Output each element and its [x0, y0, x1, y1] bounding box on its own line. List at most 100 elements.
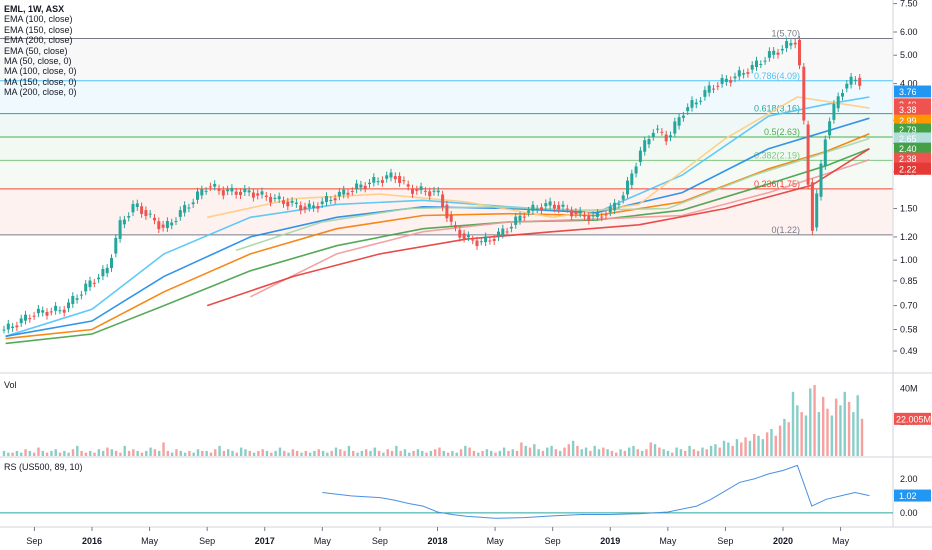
volume-bar[interactable]: [623, 450, 627, 456]
candle-body[interactable]: [759, 64, 763, 66]
candle-body[interactable]: [746, 72, 750, 74]
volume-bar[interactable]: [364, 449, 368, 456]
candle-body[interactable]: [286, 201, 290, 207]
legend-item-ma150[interactable]: MA (150, close, 0): [4, 76, 77, 87]
volume-bar[interactable]: [274, 450, 277, 456]
volume-bar[interactable]: [270, 452, 273, 456]
volume-bar[interactable]: [45, 452, 49, 456]
candle-body[interactable]: [157, 221, 161, 230]
volume-bar[interactable]: [201, 450, 204, 456]
candle-body[interactable]: [600, 216, 604, 218]
candle-body[interactable]: [716, 85, 720, 87]
volume-bar[interactable]: [412, 450, 415, 456]
volume-bar[interactable]: [54, 449, 57, 456]
candle-body[interactable]: [213, 183, 217, 187]
candle-body[interactable]: [282, 200, 285, 204]
candle-body[interactable]: [312, 205, 316, 208]
candle-body[interactable]: [750, 64, 754, 70]
candle-body[interactable]: [651, 132, 655, 137]
candle-body[interactable]: [428, 191, 432, 197]
volume-bar[interactable]: [541, 450, 545, 456]
volume-bar[interactable]: [244, 449, 247, 456]
candle-body[interactable]: [196, 191, 199, 200]
candle-body[interactable]: [19, 318, 23, 324]
volume-bar[interactable]: [162, 442, 165, 456]
volume-bar[interactable]: [308, 452, 312, 456]
candle-body[interactable]: [798, 39, 801, 66]
candle-body[interactable]: [92, 282, 96, 284]
candle-body[interactable]: [161, 224, 165, 228]
candle-body[interactable]: [200, 189, 204, 196]
candle-body[interactable]: [767, 51, 771, 58]
volume-bar[interactable]: [567, 444, 571, 456]
candle-body[interactable]: [204, 190, 208, 192]
candle-body[interactable]: [355, 183, 359, 190]
candle-body[interactable]: [630, 173, 634, 185]
volume-bar[interactable]: [498, 450, 502, 456]
candle-body[interactable]: [131, 204, 135, 213]
candle-body[interactable]: [346, 192, 350, 195]
volume-bar[interactable]: [339, 449, 342, 456]
volume-bar[interactable]: [459, 449, 463, 456]
volume-bar[interactable]: [615, 452, 618, 456]
volume-bar[interactable]: [494, 452, 497, 456]
candle-body[interactable]: [372, 177, 376, 183]
volume-bar[interactable]: [550, 445, 553, 456]
candle-body[interactable]: [359, 184, 363, 188]
candle-body[interactable]: [544, 203, 548, 207]
volume-bar[interactable]: [632, 445, 635, 456]
moving-average-line[interactable]: [207, 96, 870, 219]
candle-body[interactable]: [638, 150, 642, 162]
candle-body[interactable]: [690, 100, 694, 108]
candle-body[interactable]: [221, 190, 225, 196]
volume-bar[interactable]: [188, 450, 191, 456]
volume-bar[interactable]: [101, 450, 105, 456]
candle-body[interactable]: [127, 216, 131, 218]
volume-bar[interactable]: [619, 449, 622, 456]
volume-bar[interactable]: [666, 450, 670, 456]
candle-body[interactable]: [853, 79, 857, 81]
volume-bar[interactable]: [757, 435, 760, 456]
candle-body[interactable]: [208, 186, 212, 188]
candle-body[interactable]: [742, 73, 746, 75]
candle-body[interactable]: [621, 195, 625, 200]
volume-bar[interactable]: [580, 449, 583, 456]
candle-body[interactable]: [432, 190, 436, 192]
volume-bar[interactable]: [7, 452, 10, 456]
volume-bar[interactable]: [735, 439, 739, 456]
candle-body[interactable]: [11, 326, 15, 328]
volume-bar[interactable]: [382, 452, 385, 456]
volume-bar[interactable]: [132, 449, 135, 456]
volume-bar[interactable]: [192, 452, 195, 456]
volume-bar[interactable]: [658, 447, 661, 456]
volume-bar[interactable]: [511, 449, 514, 456]
candle-body[interactable]: [45, 311, 49, 316]
volume-bar[interactable]: [140, 452, 144, 456]
volume-bar[interactable]: [106, 447, 109, 456]
volume-bar[interactable]: [800, 412, 803, 456]
candle-body[interactable]: [724, 78, 728, 82]
volume-bar[interactable]: [416, 449, 420, 456]
volume-bar[interactable]: [317, 449, 320, 456]
volume-bar[interactable]: [71, 449, 75, 456]
volume-bar[interactable]: [326, 452, 329, 456]
volume-bar[interactable]: [584, 447, 588, 456]
candle-body[interactable]: [729, 80, 733, 83]
candle-body[interactable]: [540, 207, 543, 211]
volume-bar[interactable]: [490, 450, 493, 456]
volume-bar[interactable]: [589, 450, 592, 456]
volume-bar[interactable]: [546, 447, 549, 456]
volume-bar[interactable]: [817, 412, 821, 456]
volume-bar[interactable]: [718, 447, 721, 456]
volume-bar[interactable]: [662, 449, 665, 456]
volume-bar[interactable]: [688, 445, 691, 456]
candle-body[interactable]: [183, 205, 187, 213]
candle-body[interactable]: [62, 309, 66, 313]
volume-bar[interactable]: [93, 452, 96, 456]
volume-bar[interactable]: [740, 442, 743, 456]
volume-bar[interactable]: [477, 452, 480, 456]
moving-average-line[interactable]: [206, 148, 870, 307]
volume-bar[interactable]: [563, 447, 566, 456]
volume-bar[interactable]: [528, 447, 532, 456]
candle-body[interactable]: [634, 166, 638, 174]
